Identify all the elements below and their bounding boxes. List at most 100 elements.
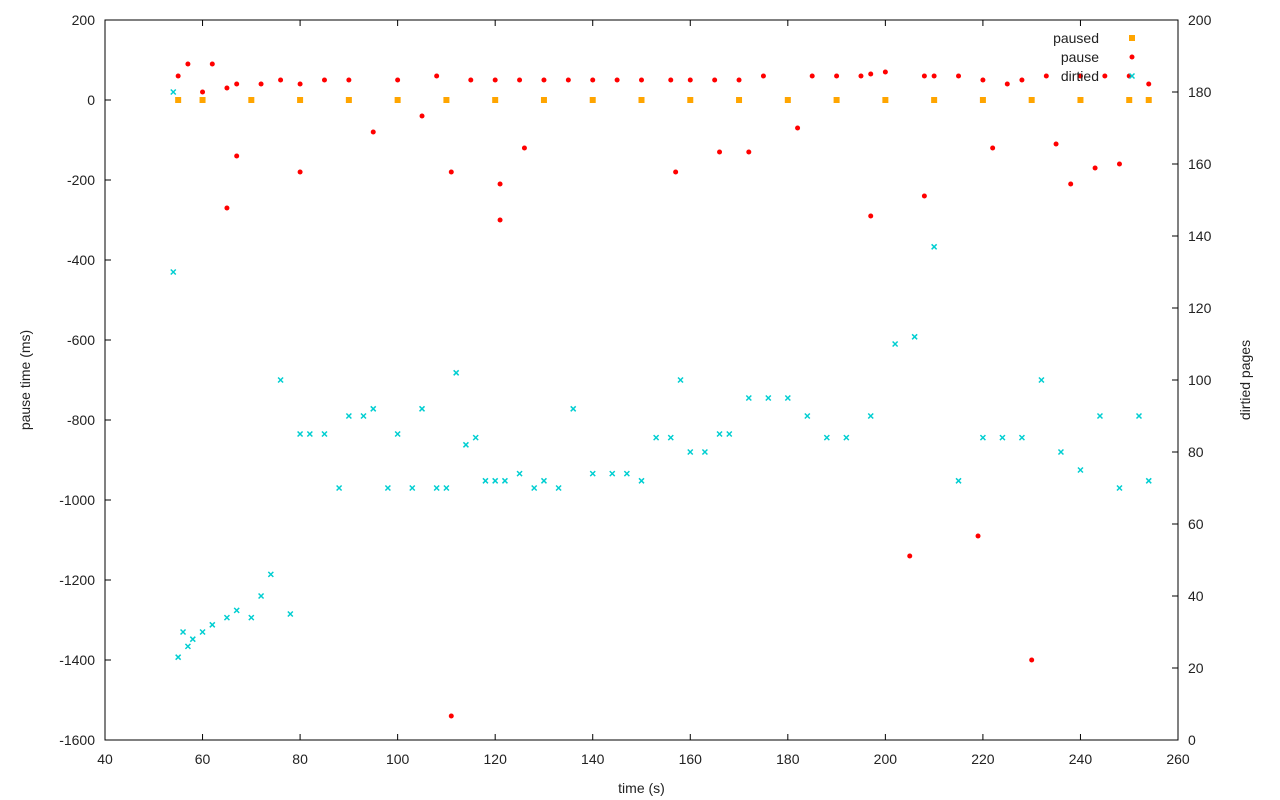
data-point-dirtied xyxy=(979,434,986,441)
data-point-dirtied xyxy=(687,448,694,456)
data-point-dirtied xyxy=(297,430,304,438)
data-point-dirtied xyxy=(1116,484,1123,492)
data-point-dirtied xyxy=(867,412,874,420)
legend-label-dirtied: dirtied xyxy=(1061,68,1099,84)
data-point-dirtied xyxy=(189,636,196,643)
data-point-dirtied xyxy=(765,394,772,402)
legend-label-paused: paused xyxy=(1053,30,1099,46)
data-point-dirtied xyxy=(638,477,645,484)
data-point-dirtied xyxy=(823,434,830,441)
data-point-pause xyxy=(419,113,425,119)
x-tick-label: 220 xyxy=(971,751,995,767)
data-point-pause xyxy=(760,73,766,79)
y2-tick-label: 20 xyxy=(1188,660,1204,676)
data-point-pause xyxy=(541,77,547,83)
data-point-paused xyxy=(297,97,304,103)
data-point-paused xyxy=(1077,97,1084,103)
data-point-dirtied xyxy=(726,430,733,438)
data-point-dirtied xyxy=(336,484,343,492)
data-point-pause xyxy=(370,129,376,135)
plot-area xyxy=(170,61,1152,719)
data-point-pause xyxy=(497,217,503,223)
data-point-pause xyxy=(395,77,401,83)
series-paused xyxy=(175,97,1152,103)
data-point-pause xyxy=(687,77,693,83)
data-point-pause xyxy=(278,77,284,83)
data-point-dirtied xyxy=(248,614,255,621)
x-tick-label: 160 xyxy=(679,751,703,767)
data-point-dirtied xyxy=(540,477,547,484)
data-point-paused xyxy=(687,97,694,103)
data-point-dirtied xyxy=(409,484,416,492)
data-point-dirtied xyxy=(716,430,723,438)
data-point-dirtied xyxy=(999,434,1006,441)
y-tick-label: -1400 xyxy=(59,652,95,668)
data-point-pause xyxy=(921,73,927,79)
data-point-paused xyxy=(345,97,352,103)
data-point-dirtied xyxy=(209,621,216,628)
data-point-dirtied xyxy=(570,405,577,412)
data-point-paused xyxy=(1028,97,1035,103)
data-point-dirtied xyxy=(589,470,596,477)
data-point-pause xyxy=(614,77,620,83)
x-tick-label: 60 xyxy=(195,751,211,767)
data-point-dirtied xyxy=(501,477,508,484)
y-tick-label: -1000 xyxy=(59,492,95,508)
legend-label-pause: pause xyxy=(1061,49,1099,65)
data-point-pause xyxy=(980,77,986,83)
data-point-pause xyxy=(224,205,230,211)
data-point-pause xyxy=(795,125,801,131)
data-point-dirtied xyxy=(1135,412,1143,420)
data-point-paused xyxy=(931,97,938,103)
data-point-pause xyxy=(234,81,240,87)
data-point-paused xyxy=(589,97,596,103)
data-point-dirtied xyxy=(911,333,918,340)
x-tick-label: 240 xyxy=(1069,751,1093,767)
x-tick-label: 180 xyxy=(776,751,800,767)
data-point-paused xyxy=(248,97,255,103)
data-point-pause xyxy=(1146,81,1152,87)
data-point-pause xyxy=(1043,73,1049,79)
data-point-pause xyxy=(1029,657,1035,663)
data-point-dirtied xyxy=(360,412,367,420)
x-axis: 40 60 80 100 120 140 160 180 200 220 240 260 xyxy=(97,20,1190,767)
data-point-dirtied xyxy=(931,243,938,250)
data-point-pause xyxy=(517,77,523,83)
data-point-dirtied xyxy=(199,628,206,636)
data-point-pause xyxy=(668,77,674,83)
y2-tick-label: 40 xyxy=(1188,588,1204,604)
data-point-paused xyxy=(882,97,889,103)
y-tick-label: -1600 xyxy=(59,732,95,748)
data-point-pause xyxy=(907,553,913,559)
data-point-pause xyxy=(639,77,644,83)
data-point-paused xyxy=(736,97,743,103)
y-axis-label: pause time (ms) xyxy=(17,330,33,430)
y-tick-label: 200 xyxy=(72,12,96,28)
data-point-dirtied xyxy=(955,477,962,484)
data-point-pause xyxy=(492,77,498,83)
series-pause xyxy=(175,61,1152,719)
y2-tick-label: 140 xyxy=(1188,228,1212,244)
data-point-dirtied xyxy=(453,369,460,376)
y2-tick-label: 80 xyxy=(1188,444,1204,460)
data-point-dirtied xyxy=(223,614,230,621)
x-tick-label: 140 xyxy=(581,751,605,767)
data-point-dirtied xyxy=(745,394,752,402)
data-point-dirtied xyxy=(443,484,450,492)
legend-marker-pause xyxy=(1129,54,1135,60)
data-point-pause xyxy=(234,153,240,159)
data-point-dirtied xyxy=(1145,477,1152,484)
legend-marker-paused xyxy=(1129,35,1135,41)
data-point-dirtied xyxy=(258,592,265,600)
data-point-pause xyxy=(1077,73,1083,79)
data-point-pause xyxy=(858,73,864,79)
data-point-paused xyxy=(1145,97,1152,103)
y2-tick-label: 180 xyxy=(1188,84,1212,100)
data-point-pause xyxy=(448,713,454,719)
data-point-dirtied xyxy=(516,470,523,477)
y2-tick-label: 0 xyxy=(1188,732,1196,748)
y2-tick-label: 160 xyxy=(1188,156,1212,172)
data-point-pause xyxy=(882,69,888,75)
data-point-dirtied xyxy=(418,405,426,412)
